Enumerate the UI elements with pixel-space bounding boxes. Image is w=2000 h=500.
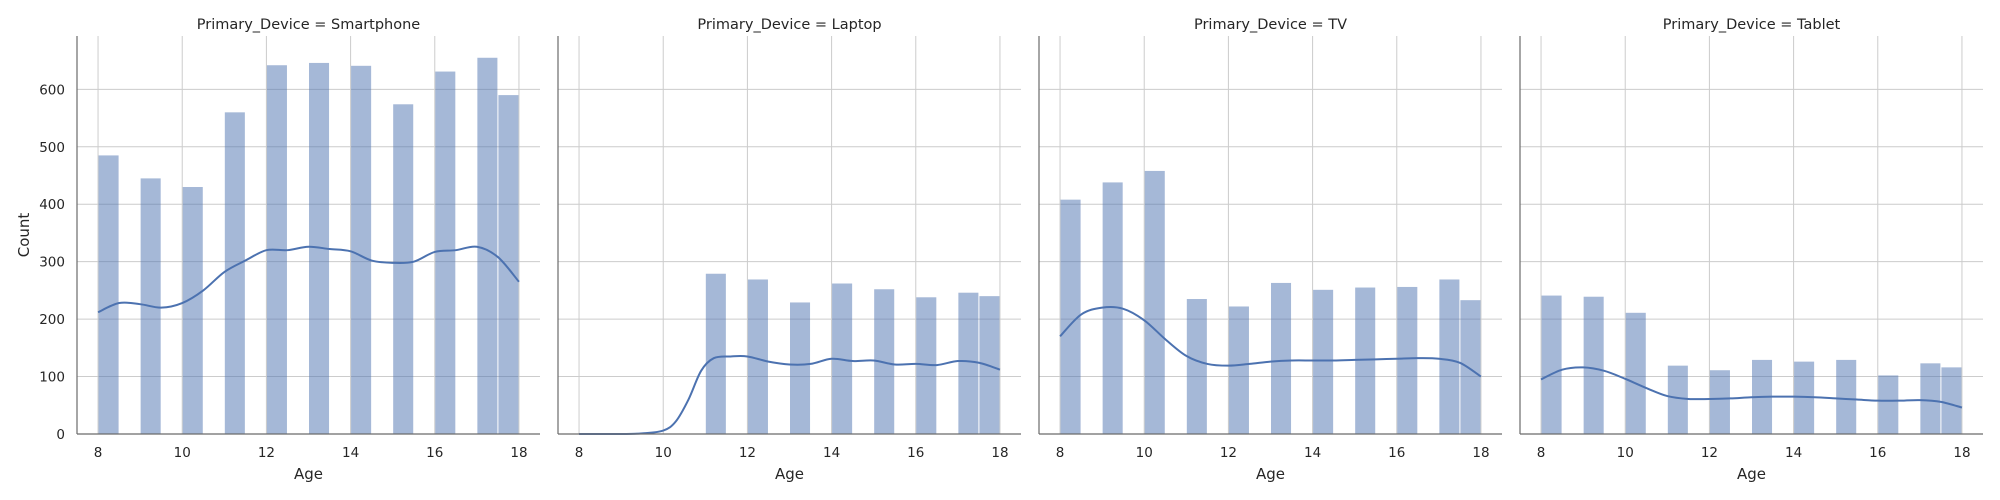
x-tick-label: 12 (1220, 445, 1237, 461)
histogram-bar (1060, 199, 1081, 434)
x-tick-label: 18 (1472, 445, 1489, 461)
x-tick-label: 16 (426, 445, 443, 461)
x-tick-label: 18 (1953, 445, 1970, 461)
x-tick-label: 8 (575, 445, 584, 461)
histogram-bar (1144, 170, 1165, 434)
histogram-bar (1667, 365, 1688, 434)
x-tick-label: 12 (258, 445, 275, 461)
x-tick-label: 16 (907, 445, 924, 461)
x-tick-label: 14 (1304, 445, 1321, 461)
y-tick-label: 200 (39, 312, 65, 328)
y-tick-label: 0 (56, 427, 65, 443)
facet-title: Primary_Device = Tablet (1663, 17, 1841, 33)
histogram-bar (1313, 289, 1334, 434)
histogram-bar (1460, 300, 1481, 434)
x-tick-label: 18 (991, 445, 1008, 461)
histogram-bar (1228, 306, 1249, 434)
x-tick-label: 14 (823, 445, 840, 461)
x-tick-label: 10 (655, 445, 672, 461)
y-tick-label: 600 (39, 82, 65, 98)
histogram-bar (477, 57, 498, 434)
histogram-bar (224, 112, 245, 434)
x-tick-label: 16 (1388, 445, 1405, 461)
x-tick-label: 12 (739, 445, 756, 461)
histogram-bar (790, 302, 811, 434)
histogram-bar (1878, 375, 1899, 434)
kde-line (1059, 306, 1482, 378)
facet-panel: Primary_Device = TV 8 10 12 14 16 18 Age (1038, 17, 1502, 483)
x-axis-label: Age (1256, 465, 1285, 483)
histogram-bar (1709, 370, 1730, 434)
x-axis-label: Age (775, 465, 804, 483)
y-tick-label: 500 (39, 140, 65, 156)
histogram-bar (958, 292, 979, 434)
histogram-bar (747, 279, 768, 434)
y-tick-label: 300 (39, 255, 65, 271)
facet-title: Primary_Device = TV (1194, 17, 1347, 33)
histogram-bar (1186, 299, 1207, 434)
x-tick-label: 10 (174, 445, 191, 461)
x-tick-label: 14 (342, 445, 359, 461)
histogram-bar (1439, 279, 1460, 434)
histogram-bar (393, 104, 414, 434)
x-tick-label: 14 (1785, 445, 1802, 461)
facet-panel: Primary_Device = Smartphone 8 10 12 14 16 18 Ag… (15, 17, 540, 483)
y-axis-label: Count (15, 213, 33, 258)
histogram-bar (705, 273, 726, 434)
x-axis-label: Age (294, 465, 323, 483)
histogram-bar (498, 95, 519, 434)
histogram-bar (351, 65, 372, 434)
facet-title: Primary_Device = Smartphone (197, 17, 421, 33)
histogram-bar (1836, 359, 1857, 434)
x-tick-label: 10 (1617, 445, 1634, 461)
histogram-bar (1541, 295, 1562, 434)
x-tick-label: 18 (510, 445, 527, 461)
facet-panel: Primary_Device = Tablet 8 10 12 14 16 18 Age (1519, 17, 1983, 483)
histogram-bar (1102, 182, 1123, 434)
x-tick-label: 8 (1056, 445, 1065, 461)
x-tick-label: 8 (94, 445, 103, 461)
histogram-bar (98, 155, 119, 434)
x-tick-label: 10 (1136, 445, 1153, 461)
facet-title: Primary_Device = Laptop (697, 17, 881, 33)
histogram-bar (1920, 363, 1941, 434)
histogram-bar (435, 71, 456, 435)
kde-line (97, 245, 520, 314)
histogram-bar (1355, 287, 1376, 434)
histogram-bar (1397, 286, 1418, 434)
x-tick-label: 12 (1701, 445, 1718, 461)
histogram-bar (1271, 282, 1292, 434)
x-tick-label: 16 (1869, 445, 1886, 461)
y-tick-label: 100 (39, 370, 65, 386)
histogram-bar (182, 187, 203, 434)
histogram-bar (1941, 367, 1962, 434)
x-tick-label: 8 (1537, 445, 1546, 461)
kde-line (579, 355, 1001, 436)
facet-panel: Primary_Device = Laptop 8 10 12 14 16 18 Age (557, 17, 1021, 483)
histogram-bar (1625, 312, 1646, 434)
x-axis-label: Age (1737, 465, 1766, 483)
y-tick-label: 400 (39, 197, 65, 213)
kde-line (1540, 366, 1963, 409)
facets-root: Primary_Device = Smartphone 8 10 12 14 16 18 Ag… (15, 17, 1983, 483)
histogram-bar (1583, 296, 1604, 434)
